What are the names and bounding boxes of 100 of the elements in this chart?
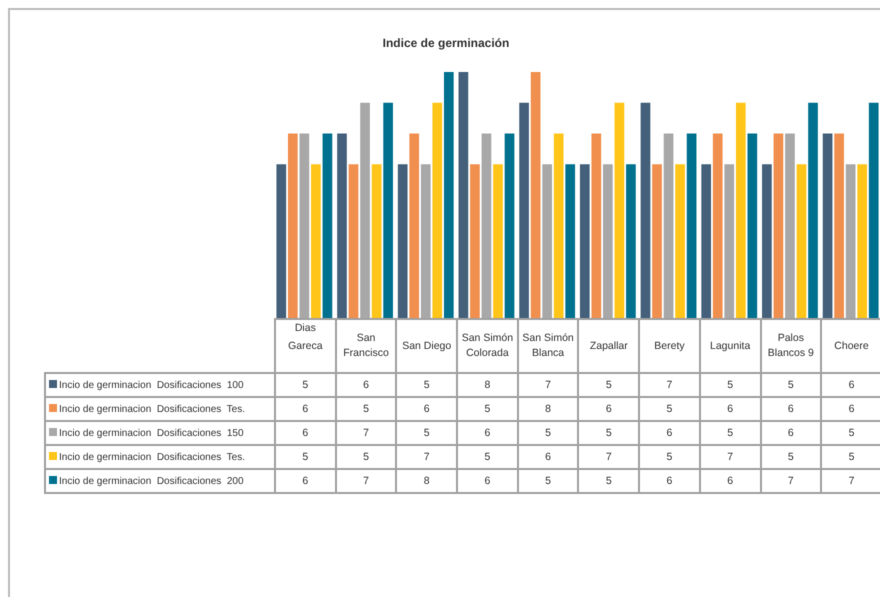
data-label: 5 bbox=[578, 469, 640, 493]
data-label: 6 bbox=[760, 397, 822, 421]
x-tick-label: Berety bbox=[653, 338, 686, 354]
data-label: 5 bbox=[760, 445, 822, 469]
data-label: 6 bbox=[457, 469, 518, 493]
data-label: 5 bbox=[518, 421, 578, 445]
data-label: 5 bbox=[700, 373, 760, 397]
x-tick-label: Palos Blancos 9 bbox=[766, 331, 815, 361]
data-label: 5 bbox=[336, 397, 396, 421]
bar bbox=[409, 134, 420, 318]
data-label: 5 bbox=[821, 421, 880, 445]
data-label: 5 bbox=[578, 421, 640, 445]
data-label: 6 bbox=[336, 373, 396, 397]
bar bbox=[372, 164, 382, 318]
legend-label: Incio de germinacion Dosificaciones 100 bbox=[58, 380, 244, 390]
bar bbox=[614, 102, 624, 318]
data-label: 8 bbox=[457, 373, 518, 397]
legend-label: Incio de germinacion Dosificaciones 150 bbox=[58, 428, 244, 438]
bar bbox=[640, 102, 650, 318]
data-label: 6 bbox=[760, 421, 822, 445]
bar bbox=[311, 164, 321, 318]
bar bbox=[530, 72, 540, 318]
data-label: 5 bbox=[639, 445, 700, 469]
legend-label: Incio de germinacion Dosificaciones 200 bbox=[58, 476, 244, 486]
bar bbox=[519, 102, 529, 318]
bar bbox=[736, 102, 746, 318]
data-label: 5 bbox=[518, 469, 578, 493]
x-tick-label: Gareca bbox=[287, 338, 324, 354]
data-label: 7 bbox=[639, 373, 700, 397]
bar bbox=[652, 164, 662, 318]
x-tick-label: Lagunita bbox=[709, 338, 752, 354]
bar bbox=[348, 164, 358, 318]
bar bbox=[444, 72, 454, 318]
bar bbox=[580, 164, 590, 318]
data-label: 7 bbox=[396, 445, 458, 469]
legend-label: Incio de germinacion Dosificaciones Tes. bbox=[58, 404, 246, 414]
data-label: 7 bbox=[336, 421, 396, 445]
bar bbox=[868, 102, 879, 318]
bar bbox=[458, 72, 468, 318]
data-label: 6 bbox=[700, 397, 760, 421]
bar bbox=[337, 134, 347, 318]
bar bbox=[808, 102, 818, 318]
x-axis-title: Dias bbox=[294, 321, 317, 336]
data-label: 5 bbox=[275, 373, 336, 397]
data-label: 7 bbox=[578, 445, 640, 469]
bar bbox=[565, 164, 576, 318]
bar bbox=[675, 164, 685, 318]
bar bbox=[857, 164, 868, 318]
x-tick-label: San Simón Colorada bbox=[460, 331, 514, 361]
bar bbox=[470, 164, 480, 318]
data-label: 5 bbox=[457, 445, 518, 469]
bar bbox=[554, 134, 564, 318]
data-label: 8 bbox=[396, 469, 458, 493]
data-label: 5 bbox=[336, 445, 396, 469]
data-label: 6 bbox=[578, 397, 640, 421]
data-label: 6 bbox=[275, 421, 336, 445]
x-tick-label: Choere bbox=[833, 338, 870, 354]
data-label: 5 bbox=[578, 373, 640, 397]
data-label: 5 bbox=[760, 373, 822, 397]
bar bbox=[774, 134, 784, 318]
data-label: 5 bbox=[457, 397, 518, 421]
bar bbox=[383, 102, 393, 318]
data-label: 5 bbox=[700, 421, 760, 445]
data-label: 5 bbox=[396, 373, 458, 397]
data-label: 5 bbox=[821, 445, 880, 469]
bar bbox=[796, 164, 806, 318]
x-tick-label: Zapallar bbox=[588, 338, 629, 354]
data-label: 6 bbox=[275, 397, 336, 421]
data-label: 6 bbox=[396, 397, 458, 421]
bar bbox=[591, 134, 602, 318]
data-label: 7 bbox=[821, 469, 880, 493]
data-label: 5 bbox=[639, 397, 700, 421]
data-label: 5 bbox=[275, 445, 336, 469]
chart-title: Indice de germinación bbox=[382, 36, 510, 50]
data-label: 6 bbox=[518, 445, 578, 469]
bar bbox=[493, 164, 503, 318]
x-tick-label: San Simón Blanca bbox=[521, 331, 575, 361]
legend-label: Incio de germinacion Dosificaciones Tes. bbox=[58, 452, 246, 462]
bar bbox=[626, 164, 636, 318]
data-label: 6 bbox=[700, 469, 760, 493]
x-tick-label: San Francisco bbox=[342, 331, 390, 361]
bar bbox=[276, 164, 286, 318]
data-label: 8 bbox=[518, 397, 578, 421]
data-label: 7 bbox=[700, 445, 760, 469]
bar bbox=[822, 134, 832, 318]
bar bbox=[398, 164, 408, 318]
bar bbox=[712, 134, 723, 318]
bar bbox=[686, 134, 696, 318]
data-label: 7 bbox=[518, 373, 578, 397]
bar bbox=[432, 102, 442, 318]
data-label: 6 bbox=[639, 469, 700, 493]
data-label: 6 bbox=[457, 421, 518, 445]
data-label: 6 bbox=[639, 421, 700, 445]
bar bbox=[834, 134, 844, 318]
bar bbox=[747, 134, 758, 318]
data-label: 6 bbox=[821, 373, 880, 397]
bar bbox=[504, 134, 514, 318]
data-label: 6 bbox=[821, 397, 880, 421]
bar bbox=[288, 134, 298, 318]
data-label: 6 bbox=[275, 469, 336, 493]
